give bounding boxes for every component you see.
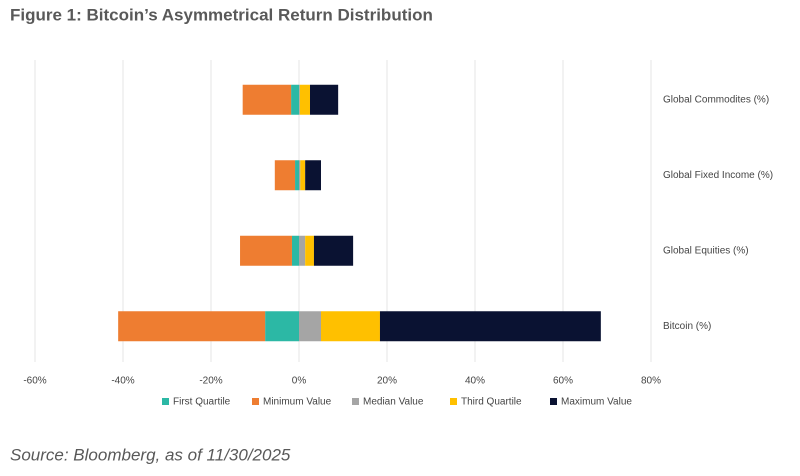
legend-label: Median Value xyxy=(363,397,424,408)
bar-segment xyxy=(310,84,339,115)
bar-segment xyxy=(299,311,321,342)
x-tick-label: -60% xyxy=(23,376,46,387)
legend-label: First Quartile xyxy=(173,397,231,408)
bar-segment xyxy=(379,311,601,342)
bar-segment xyxy=(299,160,301,191)
bar-segment xyxy=(299,84,300,115)
bar-segment xyxy=(313,235,354,266)
legend-label: Third Quartile xyxy=(461,397,522,408)
bar-segment xyxy=(240,235,292,266)
bar-segment xyxy=(299,235,306,266)
chart-title: Figure 1: Bitcoin’s Asymmetrical Return … xyxy=(10,5,433,24)
bar-segment xyxy=(305,160,321,191)
legend-label: Minimum Value xyxy=(263,397,332,408)
legend-swatch xyxy=(352,398,359,405)
category-label: Global Commodites (%) xyxy=(663,94,769,105)
x-tick-label: 40% xyxy=(465,376,485,387)
bar-segment xyxy=(242,84,292,115)
bar-segment xyxy=(274,160,296,191)
legend-swatch xyxy=(550,398,557,405)
x-tick-label: 0% xyxy=(292,376,307,387)
legend-label: Maximum Value xyxy=(561,397,632,408)
x-tick-label: 80% xyxy=(641,376,661,387)
bar-segment xyxy=(295,160,299,191)
bar-segment xyxy=(321,311,380,342)
bar-segment xyxy=(118,311,266,342)
legend-swatch xyxy=(252,398,259,405)
legend-swatch xyxy=(450,398,457,405)
category-label: Global Fixed Income (%) xyxy=(663,170,773,181)
bar-segment xyxy=(291,84,299,115)
bar-segment xyxy=(265,311,299,342)
category-label: Bitcoin (%) xyxy=(663,321,711,332)
bar-segment xyxy=(299,84,310,115)
bar-segment xyxy=(300,160,306,191)
legend-swatch xyxy=(162,398,169,405)
bar-segment xyxy=(305,235,314,266)
x-tick-label: 60% xyxy=(553,376,573,387)
x-tick-label: -20% xyxy=(199,376,222,387)
x-tick-label: 20% xyxy=(377,376,397,387)
category-label: Global Equities (%) xyxy=(663,245,749,256)
source-note: Source: Bloomberg, as of 11/30/2025 xyxy=(10,445,291,464)
bar-segment xyxy=(291,235,299,266)
x-tick-label: -40% xyxy=(111,376,134,387)
